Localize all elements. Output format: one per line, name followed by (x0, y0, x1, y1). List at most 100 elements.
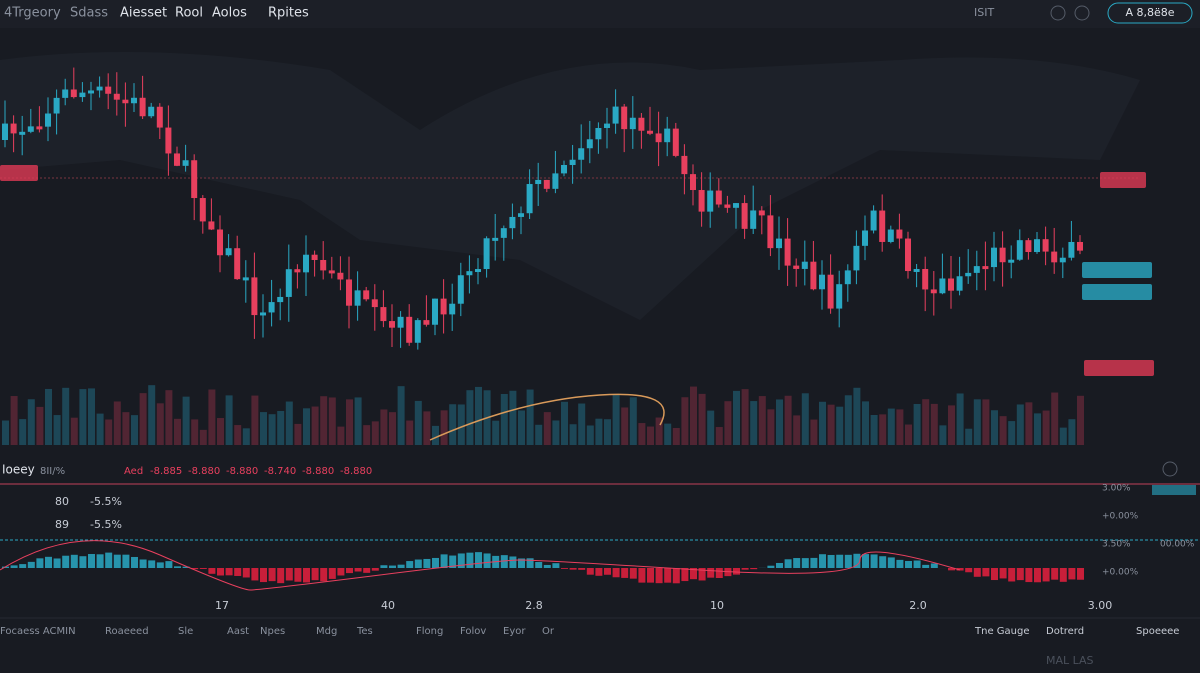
volume-bar (2, 420, 9, 445)
candle-body (561, 164, 567, 174)
menu-item[interactable]: Sle (178, 626, 193, 637)
volume-bar (320, 396, 328, 445)
volume-bar (715, 427, 723, 445)
volume-bar (414, 400, 422, 445)
menu-item[interactable]: Tes (356, 626, 373, 637)
histogram-bar (991, 568, 998, 581)
volume-bar (277, 410, 285, 445)
candle-body (1051, 251, 1058, 263)
candle-body (208, 221, 215, 230)
menu-item[interactable]: Aast (227, 626, 249, 637)
candle-body (982, 266, 989, 270)
volume-bar (1077, 395, 1084, 445)
icon[interactable] (1050, 5, 1066, 21)
volume-bar (905, 424, 912, 445)
account-label[interactable]: A 8,8ë8e (1125, 6, 1174, 19)
histogram-bar (569, 568, 577, 570)
menu-item[interactable]: Mdg (316, 626, 337, 637)
histogram-bar (53, 558, 61, 568)
candle-body (991, 247, 997, 268)
account-button[interactable] (1107, 2, 1193, 24)
volume-bar (578, 403, 586, 445)
histogram-bar (948, 568, 955, 571)
candle-body (449, 303, 456, 315)
volume-bar (174, 418, 181, 445)
volume-bar (965, 428, 973, 445)
volume-bar (690, 386, 697, 445)
volume-bar (552, 420, 560, 445)
candle-body (896, 229, 903, 239)
nav-item[interactable]: Sdass (70, 6, 108, 21)
volume-bar (148, 385, 156, 445)
axis-label: +0.00% (1102, 512, 1139, 522)
toolbar-item: -8.880 (302, 466, 334, 477)
candle-body (225, 248, 232, 256)
histogram-bar (432, 557, 439, 568)
volume-bar (10, 396, 18, 445)
volume-bar (225, 395, 233, 445)
volume-bar (681, 397, 689, 445)
nav-item[interactable]: Rpites (268, 6, 309, 21)
menu-item[interactable]: Spoeeee (1136, 626, 1179, 637)
volume-bar (844, 395, 852, 445)
candle-body (440, 298, 447, 315)
menu-item[interactable]: Focaess ACMIN (0, 626, 76, 637)
axis-label: 00.00% (1160, 540, 1195, 550)
volume-bar (913, 403, 921, 445)
nav-item[interactable]: Rool (175, 6, 203, 21)
candle-body (406, 316, 413, 343)
icon[interactable] (1162, 461, 1178, 477)
volume-bar (423, 411, 431, 445)
candle-body (509, 216, 516, 229)
histogram-bar (96, 554, 104, 568)
menu-item[interactable]: Tne Gauge (974, 626, 1030, 637)
volume-bar (337, 426, 345, 445)
volume-bar (105, 419, 113, 445)
volume-bar (810, 419, 818, 445)
candle-body (965, 272, 972, 277)
volume-bar (733, 390, 740, 445)
candle-body (182, 160, 189, 166)
histogram-bar (1077, 568, 1084, 580)
price-tag (1100, 172, 1146, 188)
histogram-bar (10, 565, 18, 568)
volume-bar (1068, 419, 1076, 445)
candle-body (328, 270, 335, 274)
candle-body (836, 284, 843, 309)
candle-body (586, 139, 593, 149)
volume-bar (96, 413, 104, 445)
menu-item[interactable]: Flong (416, 626, 443, 637)
histogram-bar (595, 568, 603, 576)
volume-bar (776, 399, 783, 445)
histogram-bar (844, 554, 852, 568)
volume-bar (1059, 427, 1067, 445)
volume-bar (612, 394, 620, 445)
nav-item[interactable]: Aiesset (120, 6, 167, 21)
menu-item[interactable]: Roaeeed (105, 626, 149, 637)
candle-body (1042, 239, 1049, 252)
menu-item[interactable]: Dotrerd (1046, 626, 1084, 637)
volume-bar (328, 397, 336, 445)
candle-body (741, 203, 748, 229)
nav-right[interactable]: ISIT (974, 6, 994, 19)
menu-item[interactable]: Eyor (503, 626, 526, 637)
candle-body (199, 198, 206, 222)
candle-body (251, 277, 258, 316)
menu-item[interactable]: Npes (260, 626, 285, 637)
volume-bar (449, 404, 457, 445)
volume-bar (122, 412, 130, 445)
menu-item[interactable]: Folov (460, 626, 486, 637)
candle-body (999, 247, 1006, 263)
volume-bar (930, 403, 938, 445)
icon[interactable] (1074, 5, 1090, 21)
nav-item[interactable]: 4Trgeory (4, 6, 61, 21)
menu-item[interactable]: Or (542, 626, 555, 637)
histogram-bar (810, 557, 818, 568)
histogram-bar (303, 568, 310, 583)
histogram-bar (346, 568, 353, 574)
histogram-bar (1068, 568, 1076, 580)
histogram-bar (767, 565, 775, 568)
histogram-bar (208, 568, 216, 574)
candle-body (535, 179, 542, 185)
nav-item[interactable]: Aolos (212, 6, 247, 21)
